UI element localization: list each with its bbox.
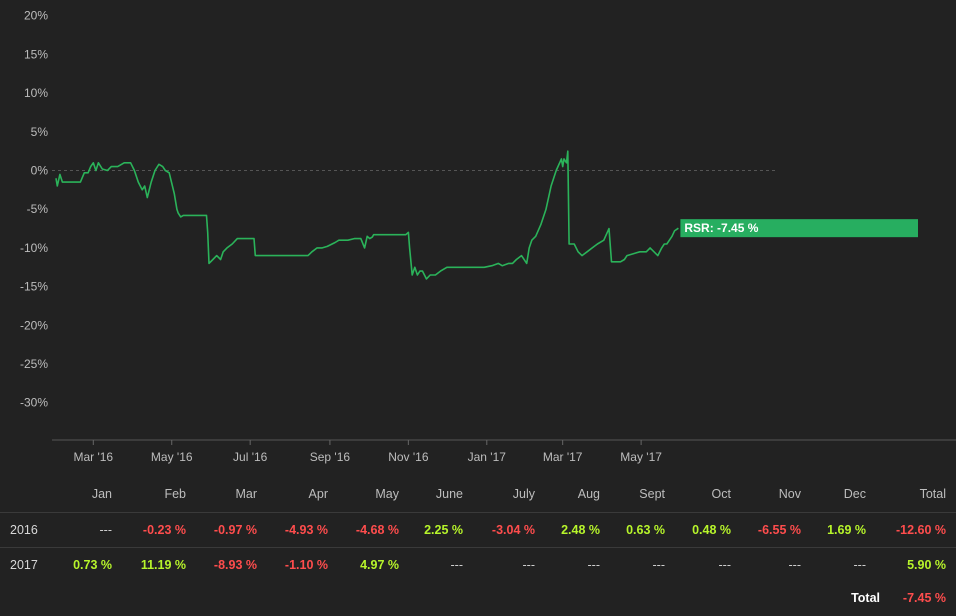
y-tick-label: 10% [24,86,48,100]
y-tick-label: -25% [20,357,48,371]
y-tick-label: -30% [20,396,48,410]
x-tick-label: Jan '17 [468,450,507,464]
y-tick-label: 0% [31,164,49,178]
rsr-badge-background [680,219,918,238]
y-tick-label: 5% [31,125,49,139]
column-header: Oct [711,487,731,501]
column-header: Dec [843,487,866,501]
month-return-cell: 1.69 % [827,523,866,537]
row-total-cell: -12.60 % [895,523,946,537]
y-axis: 20% 15% 10% 5% 0% -5% -10% -15% -20% -25% -30% [20,9,48,410]
table-row: 2016 --- -0.23 % -0.97 % -4.93 % -4.68 % 2.25 … [0,512,956,547]
month-return-cell: 0.73 % [73,558,112,572]
x-tick-label: Sep '16 [310,450,351,464]
year-label: 2016 [10,523,38,537]
month-return-cell: 2.25 % [424,523,463,537]
month-return-cell: -6.55 % [757,523,801,537]
month-return-cell: --- [450,558,464,572]
table-header-row: Jan Feb Mar Apr May June July Aug Sept Oct Nov Dec T… [0,478,956,512]
column-header: May [375,487,399,501]
x-axis: Mar '16 May '16 Jul '16 Sep '16 Nov '16 Jan '… [73,440,662,464]
grand-total-value: -7.45 % [902,591,946,605]
month-return-cell: 2.48 % [561,523,600,537]
column-header: Nov [778,487,801,501]
column-header: Jan [91,487,112,501]
column-header: Aug [577,487,600,501]
column-header: June [435,487,463,501]
x-tick-label: May '16 [151,450,193,464]
table-body: 2016 --- -0.23 % -0.97 % -4.93 % -4.68 % 2.25 … [0,512,956,582]
x-tick-label: Mar '16 [73,450,113,464]
column-header: Mar [235,487,257,501]
month-return-cell: --- [587,558,601,572]
x-tick-label: May '17 [620,450,662,464]
series-line [55,150,679,280]
month-return-cell: --- [522,558,536,572]
column-header: Sept [639,487,665,501]
month-return-cell: --- [652,558,666,572]
month-return-cell: -4.68 % [355,523,399,537]
y-tick-label: -20% [20,318,48,332]
month-return-cell: --- [718,558,732,572]
column-header: Total [919,487,946,501]
rsr-badge: RSR: -7.45 % [680,219,918,238]
month-return-cell: -4.93 % [284,523,328,537]
month-return-cell: 4.97 % [360,558,399,572]
month-return-cell: -0.97 % [213,523,257,537]
month-return-cell: -0.23 % [142,523,186,537]
month-return-cell: 0.63 % [626,523,665,537]
y-tick-label: 15% [24,47,48,61]
row-total-cell: 5.90 % [907,558,946,572]
month-return-cell: -1.10 % [284,558,328,572]
month-return-cell: -8.93 % [213,558,257,572]
grand-total-row: Total -7.45 % [0,582,956,614]
month-return-cell: --- [853,558,867,572]
month-return-cell: -3.04 % [491,523,535,537]
column-header: Feb [164,487,186,501]
x-tick-label: Jul '16 [233,450,268,464]
y-tick-label: 20% [24,9,48,23]
rsr-badge-label: RSR: -7.45 % [684,221,758,235]
x-tick-label: Mar '17 [543,450,583,464]
grand-total-label: Total [851,591,880,605]
month-return-cell: --- [99,523,113,537]
column-header: Apr [308,487,328,501]
performance-chart: 20% 15% 10% 5% 0% -5% -10% -15% -20% -25% -30% Mar… [20,9,956,464]
table-row: 2017 0.73 % 11.19 % -8.93 % -1.10 % 4.97 % ---… [0,547,956,582]
y-tick-label: -5% [27,202,49,216]
month-return-cell: 11.19 % [140,558,186,572]
monthly-returns-table: Jan Feb Mar Apr May June July Aug Sept Oct Nov Dec T… [0,478,956,614]
year-label: 2017 [10,558,38,572]
y-tick-label: -10% [20,241,48,255]
y-tick-label: -15% [20,280,48,294]
month-return-cell: 0.48 % [692,523,731,537]
month-return-cell: --- [788,558,802,572]
column-header: July [512,487,535,501]
x-tick-label: Nov '16 [388,450,429,464]
